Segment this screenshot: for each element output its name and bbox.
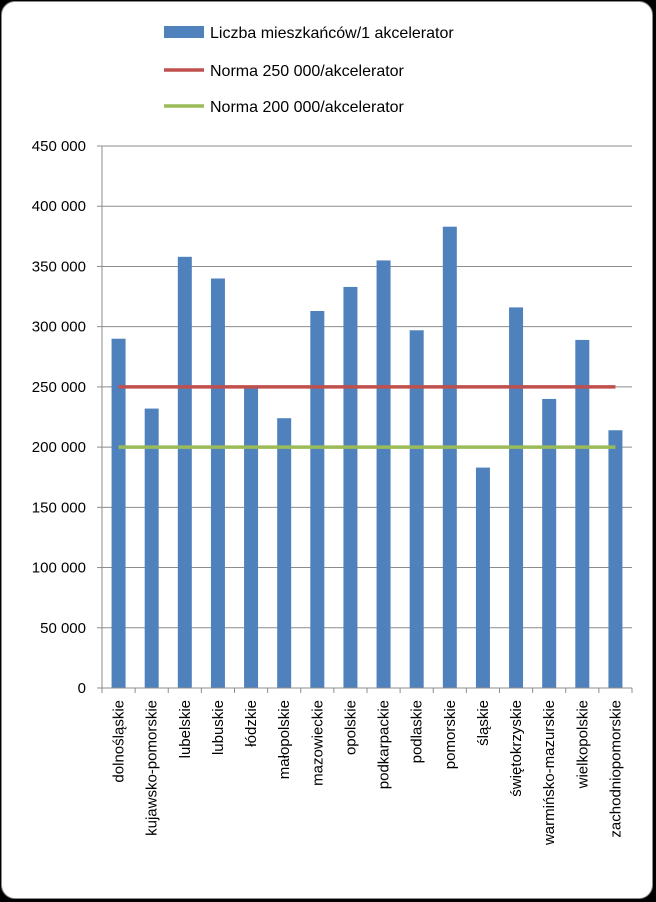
x-tick-label: lubelskie xyxy=(177,700,194,758)
bars xyxy=(111,226,623,688)
x-tick-label: warmińsko-mazurskie xyxy=(541,700,558,846)
bar xyxy=(376,260,391,688)
x-tick-label: lubuskie xyxy=(210,700,227,755)
x-tick-label: łódzkie xyxy=(243,700,260,747)
legend-label: Norma 250 000/akcelerator xyxy=(210,63,405,80)
x-tick-label: zachodniopomorskie xyxy=(607,700,624,838)
axes xyxy=(101,146,633,693)
y-tick-label: 400 000 xyxy=(32,198,86,215)
bar xyxy=(409,330,424,688)
x-tick-label: świętokrzyskie xyxy=(508,700,525,797)
x-tick-label: dolnośląskie xyxy=(111,700,128,783)
norm-lines xyxy=(118,385,616,449)
y-tick-label: 150 000 xyxy=(32,499,86,516)
y-tick-label: 0 xyxy=(78,680,86,697)
legend-label: Norma 200 000/akcelerator xyxy=(210,99,405,116)
bar xyxy=(210,278,225,688)
y-tick-label: 450 000 xyxy=(32,138,86,155)
x-tick-label: opolskie xyxy=(342,700,359,755)
x-tick-label: podkarpackie xyxy=(376,700,393,789)
bar xyxy=(509,307,524,688)
x-tick-label: wielkopolskie xyxy=(574,700,591,789)
legend: Liczba mieszkańców/1 akcelerator Norma 25… xyxy=(164,25,454,116)
bar xyxy=(177,256,192,688)
y-axis-ticks: 0 50 000 100 000 150 000 200 000 250 000 300 0… xyxy=(32,138,102,697)
y-tick-label: 50 000 xyxy=(40,620,86,637)
bar xyxy=(475,467,490,688)
x-tick-label: śląskie xyxy=(475,700,492,746)
y-tick-label: 300 000 xyxy=(32,319,86,336)
bar xyxy=(542,398,557,688)
y-tick-label: 250 000 xyxy=(32,379,86,396)
x-tick-label: kujawsko-pomorskie xyxy=(144,700,161,836)
x-axis-labels: dolnośląskie kujawsko-pomorskie lubelskie l… xyxy=(111,700,625,846)
x-tick-label: małopolskie xyxy=(276,700,293,779)
bar xyxy=(144,408,159,688)
bar xyxy=(277,418,292,688)
y-tick-label: 100 000 xyxy=(32,560,86,577)
bar xyxy=(310,311,325,688)
bar xyxy=(608,430,623,688)
bar xyxy=(111,338,126,688)
bar xyxy=(343,286,358,688)
x-tick-label: pomorskie xyxy=(442,700,459,769)
x-tick-label: podlaskie xyxy=(409,700,426,763)
legend-swatch-bar xyxy=(164,26,204,38)
bar xyxy=(442,226,457,688)
bar xyxy=(244,388,259,688)
bar xyxy=(575,339,590,688)
legend-label: Liczba mieszkańców/1 akcelerator xyxy=(210,25,454,42)
y-tick-label: 350 000 xyxy=(32,258,86,275)
y-tick-label: 200 000 xyxy=(32,439,86,456)
x-tick-label: mazowieckie xyxy=(309,700,326,786)
